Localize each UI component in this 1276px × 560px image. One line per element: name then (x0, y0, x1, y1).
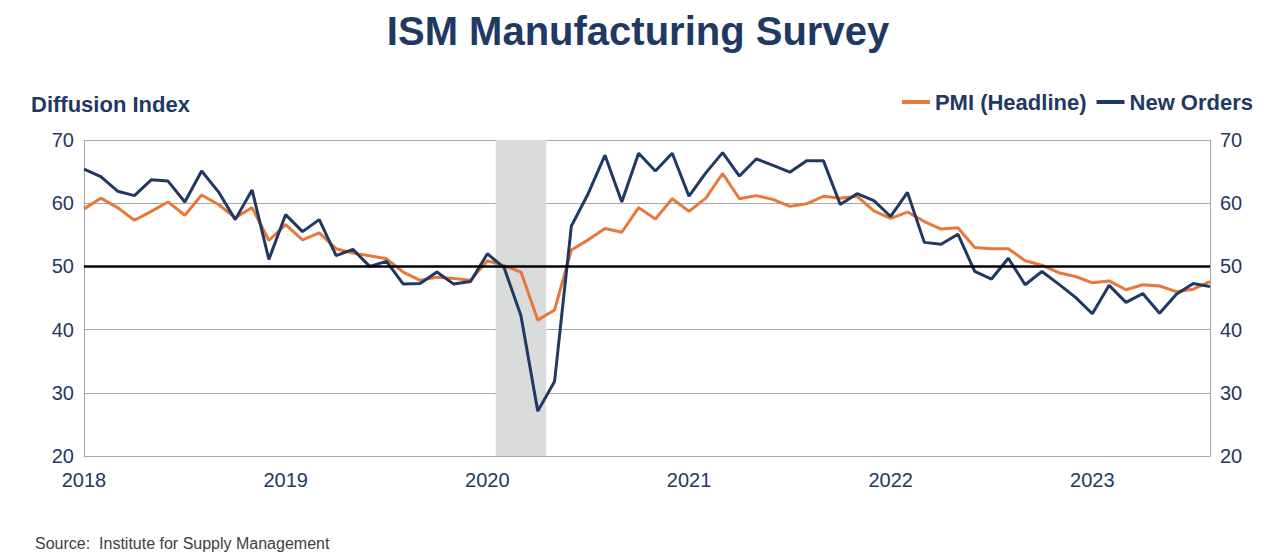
svg-text:Source: Institute for Supply: Source: Institute for Supply Management (35, 535, 330, 552)
svg-text:40: 40 (52, 319, 74, 341)
svg-text:2021: 2021 (667, 469, 712, 491)
svg-text:20: 20 (52, 445, 74, 467)
svg-text:50: 50 (1220, 255, 1242, 277)
svg-text:70: 70 (1220, 129, 1242, 151)
svg-text:2022: 2022 (868, 469, 913, 491)
svg-text:ISM Manufacturing Survey: ISM Manufacturing Survey (387, 9, 890, 53)
svg-text:2020: 2020 (465, 469, 510, 491)
svg-text:60: 60 (1220, 192, 1242, 214)
svg-text:2023: 2023 (1070, 469, 1115, 491)
svg-text:60: 60 (52, 192, 74, 214)
svg-text:50: 50 (52, 255, 74, 277)
svg-text:30: 30 (1220, 382, 1242, 404)
svg-text:30: 30 (52, 382, 74, 404)
svg-text:Diffusion Index: Diffusion Index (31, 92, 191, 117)
svg-text:PMI (Headline): PMI (Headline) (935, 90, 1087, 115)
svg-text:70: 70 (52, 129, 74, 151)
svg-text:2019: 2019 (263, 469, 308, 491)
svg-text:20: 20 (1220, 445, 1242, 467)
svg-text:40: 40 (1220, 319, 1242, 341)
svg-text:New Orders: New Orders (1130, 90, 1254, 115)
svg-text:2018: 2018 (62, 469, 107, 491)
